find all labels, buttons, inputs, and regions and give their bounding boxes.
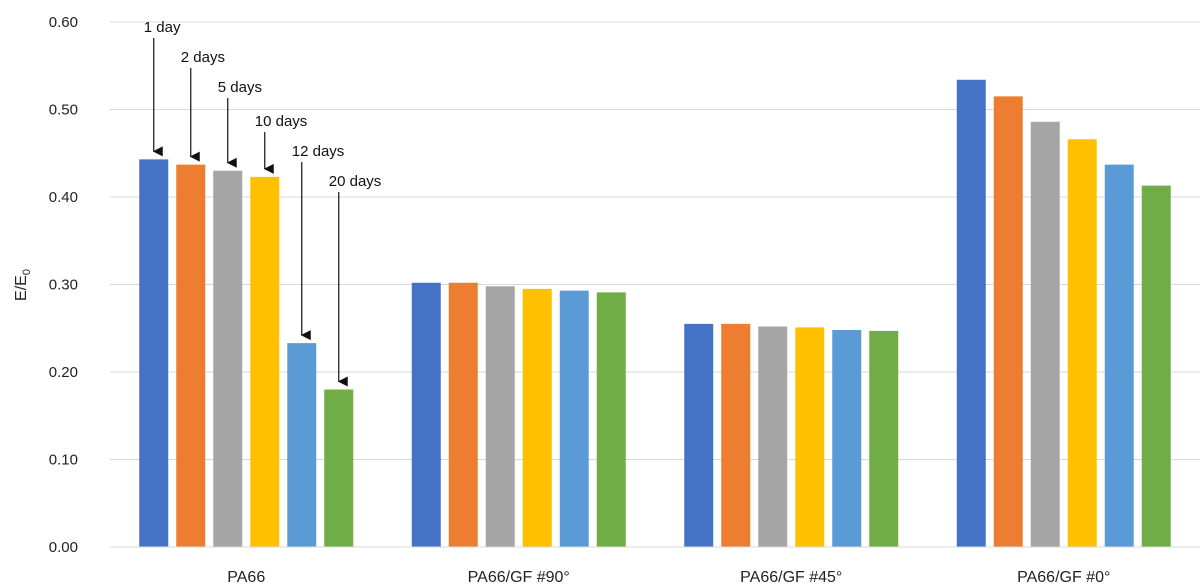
bar [522, 288, 552, 547]
annotation-label: 20 days [329, 173, 382, 190]
x-category-label: PA66 [227, 569, 265, 586]
bar [795, 327, 825, 547]
y-tick-label: 0.40 [49, 189, 78, 206]
bar [832, 330, 862, 547]
x-category-label: PA66/GF #90° [468, 569, 570, 586]
y-axis-label-main: E/E [13, 275, 30, 301]
y-tick-label: 0.30 [49, 277, 78, 294]
bar [139, 159, 169, 547]
bar [758, 326, 788, 547]
y-axis-label: E/E0 [13, 269, 33, 301]
bar [448, 282, 478, 547]
bar [721, 323, 751, 547]
annotation-label: 12 days [292, 143, 345, 160]
annotation-label: 5 days [218, 79, 262, 96]
bar [1141, 185, 1171, 547]
annotation-label: 1 day [144, 19, 181, 36]
bar [1030, 121, 1060, 547]
bars [139, 79, 1171, 547]
bar [485, 286, 515, 547]
bar [993, 96, 1023, 547]
y-tick-label: 0.60 [49, 14, 78, 31]
x-category-label: PA66/GF #45° [740, 569, 842, 586]
x-axis-categories: PA66 PA66/GF #90° PA66/GF #45° PA66/GF #0° [227, 569, 1110, 586]
y-tick-label: 0.10 [49, 452, 78, 469]
bar [1067, 139, 1097, 547]
bar [324, 389, 354, 547]
bar [559, 290, 589, 547]
x-category-label: PA66/GF #0° [1017, 569, 1110, 586]
y-tick-label: 0.20 [49, 364, 78, 381]
bar [411, 282, 441, 547]
bar [287, 343, 317, 547]
y-axis-label-subscript: 0 [21, 269, 33, 275]
bar [213, 170, 243, 547]
y-axis-ticks: 0.00 0.10 0.20 0.30 0.40 0.50 0.60 [49, 14, 78, 556]
bar [1104, 164, 1134, 547]
bar [684, 323, 714, 547]
bar [250, 176, 280, 547]
bar [596, 292, 626, 547]
bar [176, 164, 206, 547]
bar [956, 79, 986, 547]
y-tick-label: 0.50 [49, 102, 78, 119]
bar [869, 330, 899, 547]
annotation-label: 2 days [181, 49, 225, 66]
y-tick-label: 0.00 [49, 539, 78, 556]
annotation-label: 10 days [255, 113, 308, 130]
